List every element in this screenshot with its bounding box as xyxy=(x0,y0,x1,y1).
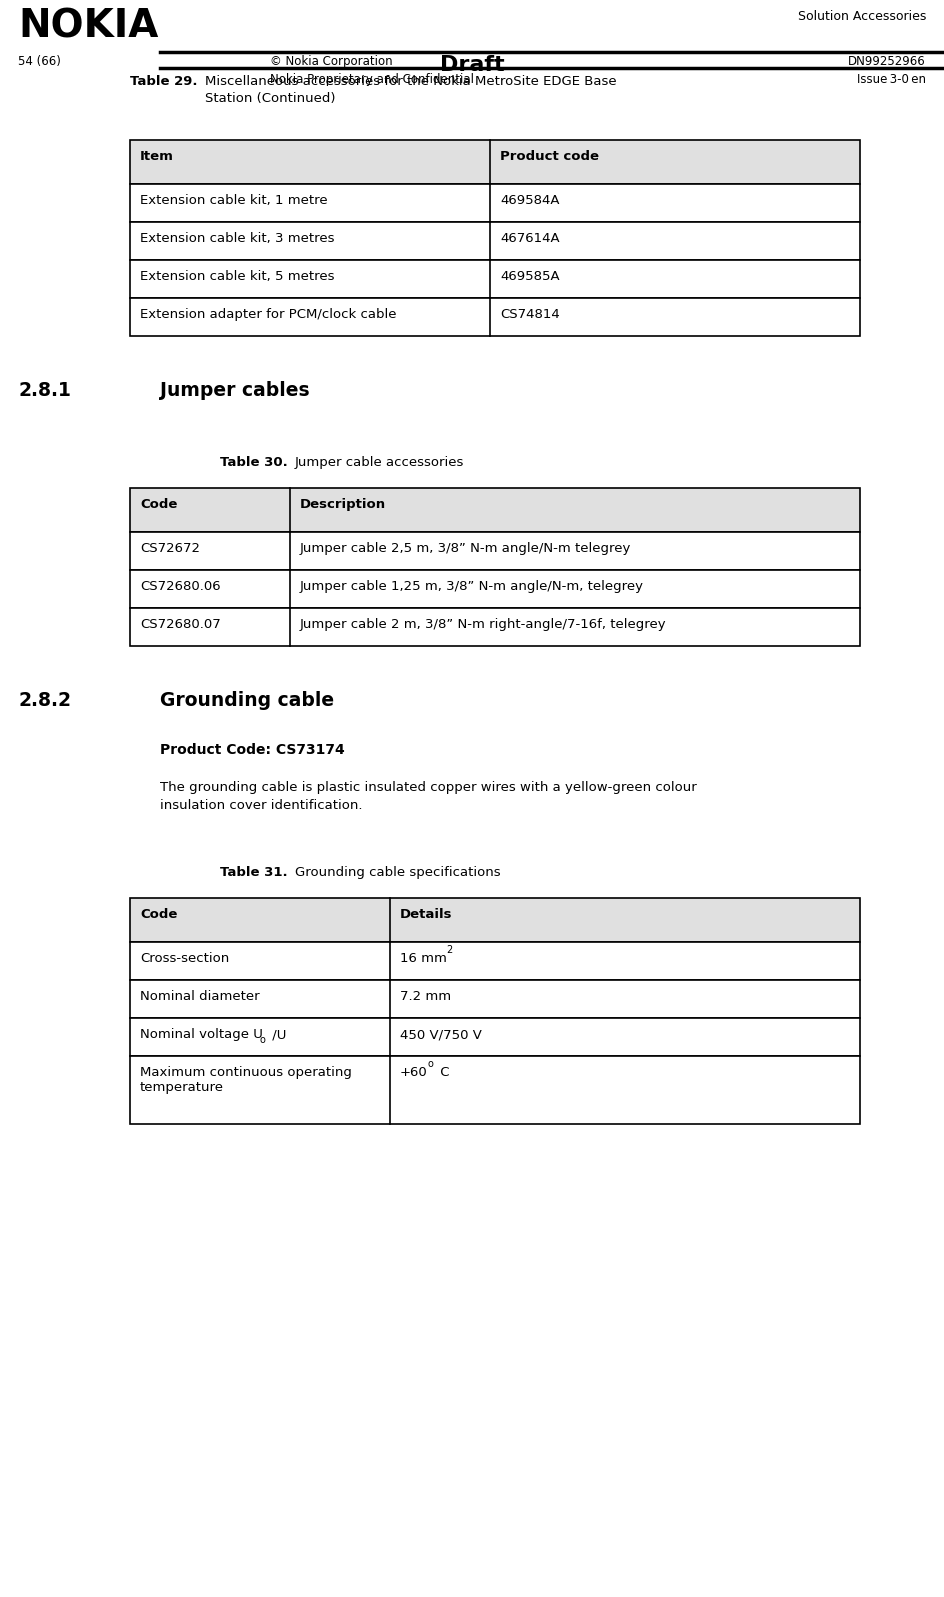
Text: Extension cable kit, 3 metres: Extension cable kit, 3 metres xyxy=(140,232,334,244)
Text: © Nokia Corporation: © Nokia Corporation xyxy=(270,54,393,69)
Text: Maximum continuous operating
temperature: Maximum continuous operating temperature xyxy=(140,1067,352,1094)
Text: Nokia Proprietary and Confidential: Nokia Proprietary and Confidential xyxy=(270,73,474,86)
Text: 7.2 mm: 7.2 mm xyxy=(400,990,451,1003)
Bar xyxy=(130,222,860,260)
Bar xyxy=(130,260,860,299)
Text: CS72680.06: CS72680.06 xyxy=(140,580,221,592)
Text: Jumper cable 1,25 m, 3/8” N-m angle/N-m, telegrey: Jumper cable 1,25 m, 3/8” N-m angle/N-m,… xyxy=(300,580,644,592)
Bar xyxy=(130,608,860,647)
Text: 450 V/750 V: 450 V/750 V xyxy=(400,1028,481,1041)
Text: Description: Description xyxy=(300,498,386,511)
Text: +60: +60 xyxy=(400,1067,428,1080)
Text: Jumper cable accessories: Jumper cable accessories xyxy=(295,457,464,470)
Text: Jumper cable 2 m, 3/8” N-m right-angle/7-16f, telegrey: Jumper cable 2 m, 3/8” N-m right-angle/7… xyxy=(300,618,666,631)
Text: Product code: Product code xyxy=(500,150,599,163)
Text: CS74814: CS74814 xyxy=(500,308,560,321)
Bar xyxy=(130,141,860,184)
Text: Solution Accessories: Solution Accessories xyxy=(798,10,926,22)
Text: 54 (66): 54 (66) xyxy=(18,54,60,69)
Text: o: o xyxy=(428,1059,434,1068)
Text: The grounding cable is plastic insulated copper wires with a yellow-green colour: The grounding cable is plastic insulated… xyxy=(160,781,697,811)
Text: CS72680.07: CS72680.07 xyxy=(140,618,221,631)
Text: C: C xyxy=(436,1067,449,1080)
Text: Miscellaneous accessories for the Nokia MetroSite EDGE Base
Station (Continued): Miscellaneous accessories for the Nokia … xyxy=(205,75,616,105)
Text: Issue 3-0 en: Issue 3-0 en xyxy=(857,73,926,86)
Text: Code: Code xyxy=(140,498,177,511)
Text: Nominal voltage U: Nominal voltage U xyxy=(140,1028,262,1041)
Text: Item: Item xyxy=(140,150,174,163)
Text: CS72672: CS72672 xyxy=(140,541,200,556)
Text: o: o xyxy=(259,1035,265,1044)
Text: Jumper cables: Jumper cables xyxy=(160,382,310,399)
Text: 2.8.2: 2.8.2 xyxy=(18,692,71,711)
Text: /U: /U xyxy=(268,1028,286,1041)
Bar xyxy=(130,898,860,942)
Text: 2: 2 xyxy=(446,945,452,955)
Text: 467614A: 467614A xyxy=(500,232,560,244)
Bar xyxy=(130,299,860,335)
Bar xyxy=(130,942,860,981)
Bar xyxy=(130,489,860,532)
Text: DN99252966: DN99252966 xyxy=(849,54,926,69)
Text: Draft: Draft xyxy=(440,54,504,75)
Bar xyxy=(130,570,860,608)
Text: Product Code: CS73174: Product Code: CS73174 xyxy=(160,743,345,757)
Text: Table 30.: Table 30. xyxy=(220,457,288,470)
Bar xyxy=(130,1017,860,1056)
Text: Cross-section: Cross-section xyxy=(140,952,229,965)
Text: 16 mm: 16 mm xyxy=(400,952,447,965)
Text: Grounding cable: Grounding cable xyxy=(160,692,334,711)
Text: Grounding cable specifications: Grounding cable specifications xyxy=(295,866,500,878)
Bar xyxy=(130,184,860,222)
Text: Nominal diameter: Nominal diameter xyxy=(140,990,260,1003)
Text: NOKIA: NOKIA xyxy=(18,8,159,46)
Bar xyxy=(130,981,860,1017)
Bar xyxy=(130,1056,860,1124)
Text: Code: Code xyxy=(140,909,177,921)
Text: 2.8.1: 2.8.1 xyxy=(18,382,71,399)
Text: Extension adapter for PCM/clock cable: Extension adapter for PCM/clock cable xyxy=(140,308,396,321)
Text: Table 31.: Table 31. xyxy=(220,866,288,878)
Text: 469584A: 469584A xyxy=(500,193,560,208)
Text: 469585A: 469585A xyxy=(500,270,560,283)
Text: Jumper cable 2,5 m, 3/8” N-m angle/N-m telegrey: Jumper cable 2,5 m, 3/8” N-m angle/N-m t… xyxy=(300,541,632,556)
Text: Extension cable kit, 5 metres: Extension cable kit, 5 metres xyxy=(140,270,334,283)
Text: Details: Details xyxy=(400,909,452,921)
Text: Table 29.: Table 29. xyxy=(130,75,197,88)
Bar xyxy=(130,532,860,570)
Text: Extension cable kit, 1 metre: Extension cable kit, 1 metre xyxy=(140,193,328,208)
